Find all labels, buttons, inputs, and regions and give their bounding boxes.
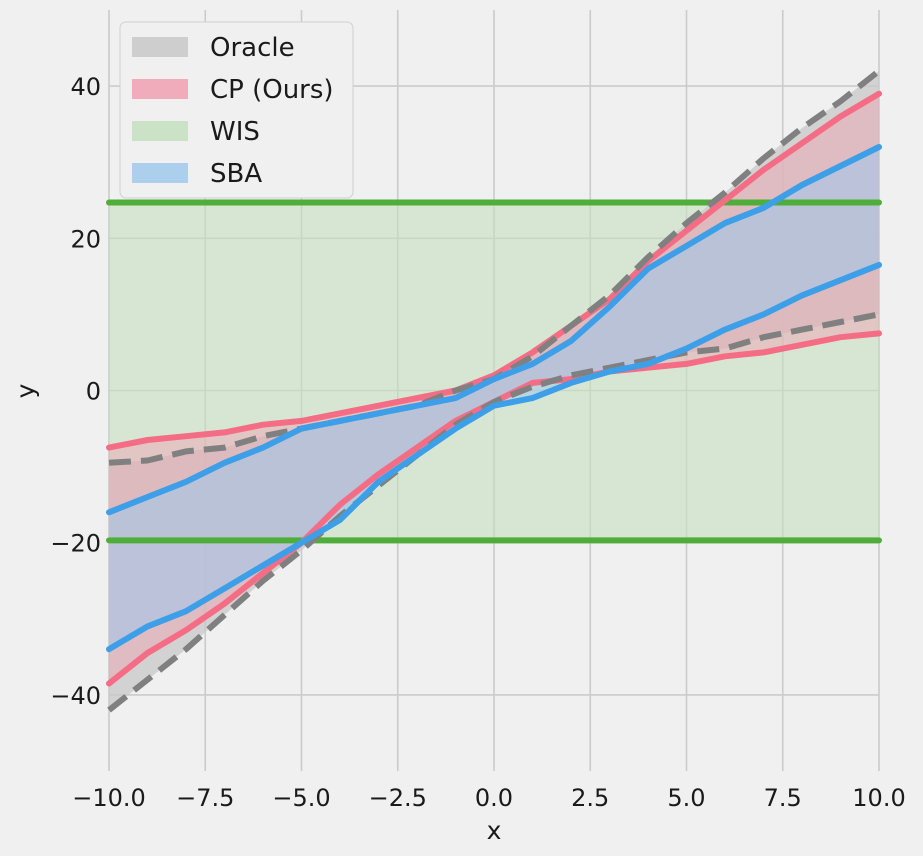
- legend-swatch-cp-ours: [132, 79, 188, 99]
- series-bands: [109, 70, 879, 711]
- y-tick-label: 40: [70, 73, 101, 101]
- x-tick-label: −5.0: [272, 784, 330, 812]
- legend-label-sba: SBA: [210, 159, 262, 189]
- band-sba: [109, 147, 879, 650]
- line-oracle-lower: [107, 311, 880, 713]
- legend-label-cp-ours: CP (Ours): [210, 75, 334, 105]
- x-tick-label: 7.5: [764, 784, 802, 812]
- x-tick-label: 5.0: [667, 784, 705, 812]
- x-tick-label: −2.5: [369, 784, 427, 812]
- x-tick-label: −10.0: [72, 784, 146, 812]
- x-tick-labels: −10.0 −7.5 −5.0 −2.5 0.0 2.5 5.0 7.5 10.0: [72, 784, 905, 812]
- y-tick-label: −20: [50, 530, 101, 558]
- x-tick-label: 10.0: [852, 784, 905, 812]
- y-tick-labels: −40 −20 0 20 40: [50, 73, 101, 710]
- line-sba-upper: [106, 144, 882, 516]
- legend-label-oracle: Oracle: [210, 33, 295, 63]
- legend-swatch-wis: [132, 121, 188, 141]
- legend: Oracle CP (Ours) WIS SBA: [119, 21, 354, 199]
- x-axis-label: x: [487, 816, 502, 845]
- line-sba-lower: [106, 261, 882, 653]
- legend-swatch-oracle: [132, 37, 188, 57]
- legend-label-wis: WIS: [210, 117, 260, 147]
- legend-box: [119, 21, 354, 199]
- series-lines: [106, 68, 882, 713]
- y-tick-label: 0: [86, 378, 101, 406]
- x-tick-label: 0.0: [475, 784, 513, 812]
- x-tick-label: 2.5: [571, 784, 609, 812]
- y-tick-label: −40: [50, 682, 101, 710]
- y-axis-label: y: [11, 383, 40, 398]
- x-tick-label: −7.5: [176, 784, 234, 812]
- y-tick-label: 20: [70, 225, 101, 253]
- legend-swatch-sba: [132, 163, 188, 183]
- line-cp-ours-upper: [106, 90, 882, 451]
